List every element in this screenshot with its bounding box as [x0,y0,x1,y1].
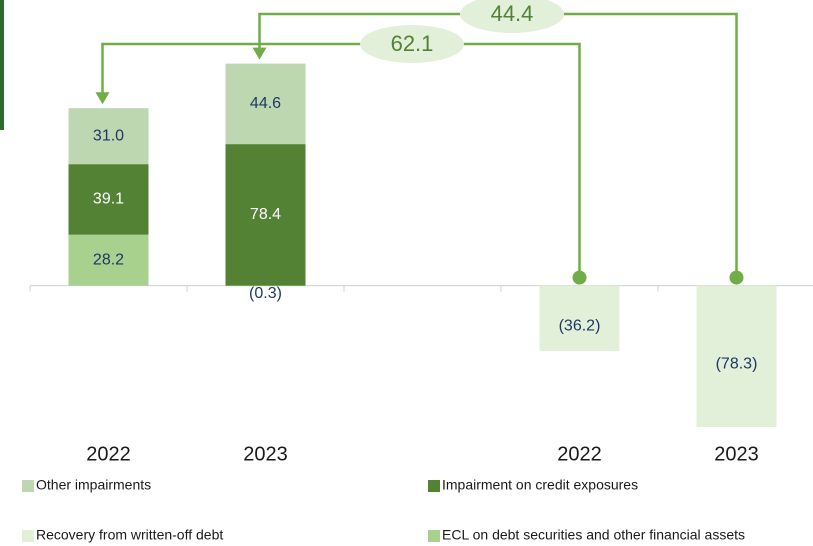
value-label: 31.0 [93,127,124,144]
annotation-label: 44.4 [491,1,534,26]
x-tick-label: 2023 [243,443,288,465]
value-label: 44.6 [250,95,281,112]
legend-label: ECL on debt securities and other financi… [442,527,745,543]
edge-mark [0,0,4,130]
x-tick-label: 2022 [86,443,131,465]
bar-segment [696,285,777,427]
legend-swatch [428,530,440,542]
arrow-head [95,92,110,105]
arrow-head [252,47,267,60]
annotation-bubble [360,25,464,63]
value-label: 78.4 [250,206,281,223]
value-label: (36.2) [559,317,601,334]
x-tick-label: 2022 [557,443,602,465]
bar-segment [225,285,306,287]
bar-segment [225,144,306,286]
bar-segment [225,63,306,145]
bar-segment [68,164,149,235]
value-label: (78.3) [716,355,758,372]
legend-label: Recovery from written-off debt [36,527,223,543]
x-tick-label: 2023 [714,443,759,465]
annotation-arrow [101,42,581,278]
anchor-dot [729,270,744,285]
legend-swatch [428,480,440,492]
legend-label: Other impairments [36,477,151,493]
anchor-dot [572,270,587,285]
legend-swatch [22,530,34,542]
bar-segment [68,234,149,286]
value-label: 28.2 [93,251,124,268]
annotation-bubble [460,0,564,33]
value-label: (0.3) [249,285,282,302]
legend-swatch [22,480,34,492]
bar-segment [539,285,620,351]
annotation-arrow [258,12,738,278]
annotation-label: 62.1 [391,31,434,56]
bar-segment [68,108,149,165]
value-label: 39.1 [93,191,124,208]
legend-label: Impairment on credit exposures [442,477,638,493]
